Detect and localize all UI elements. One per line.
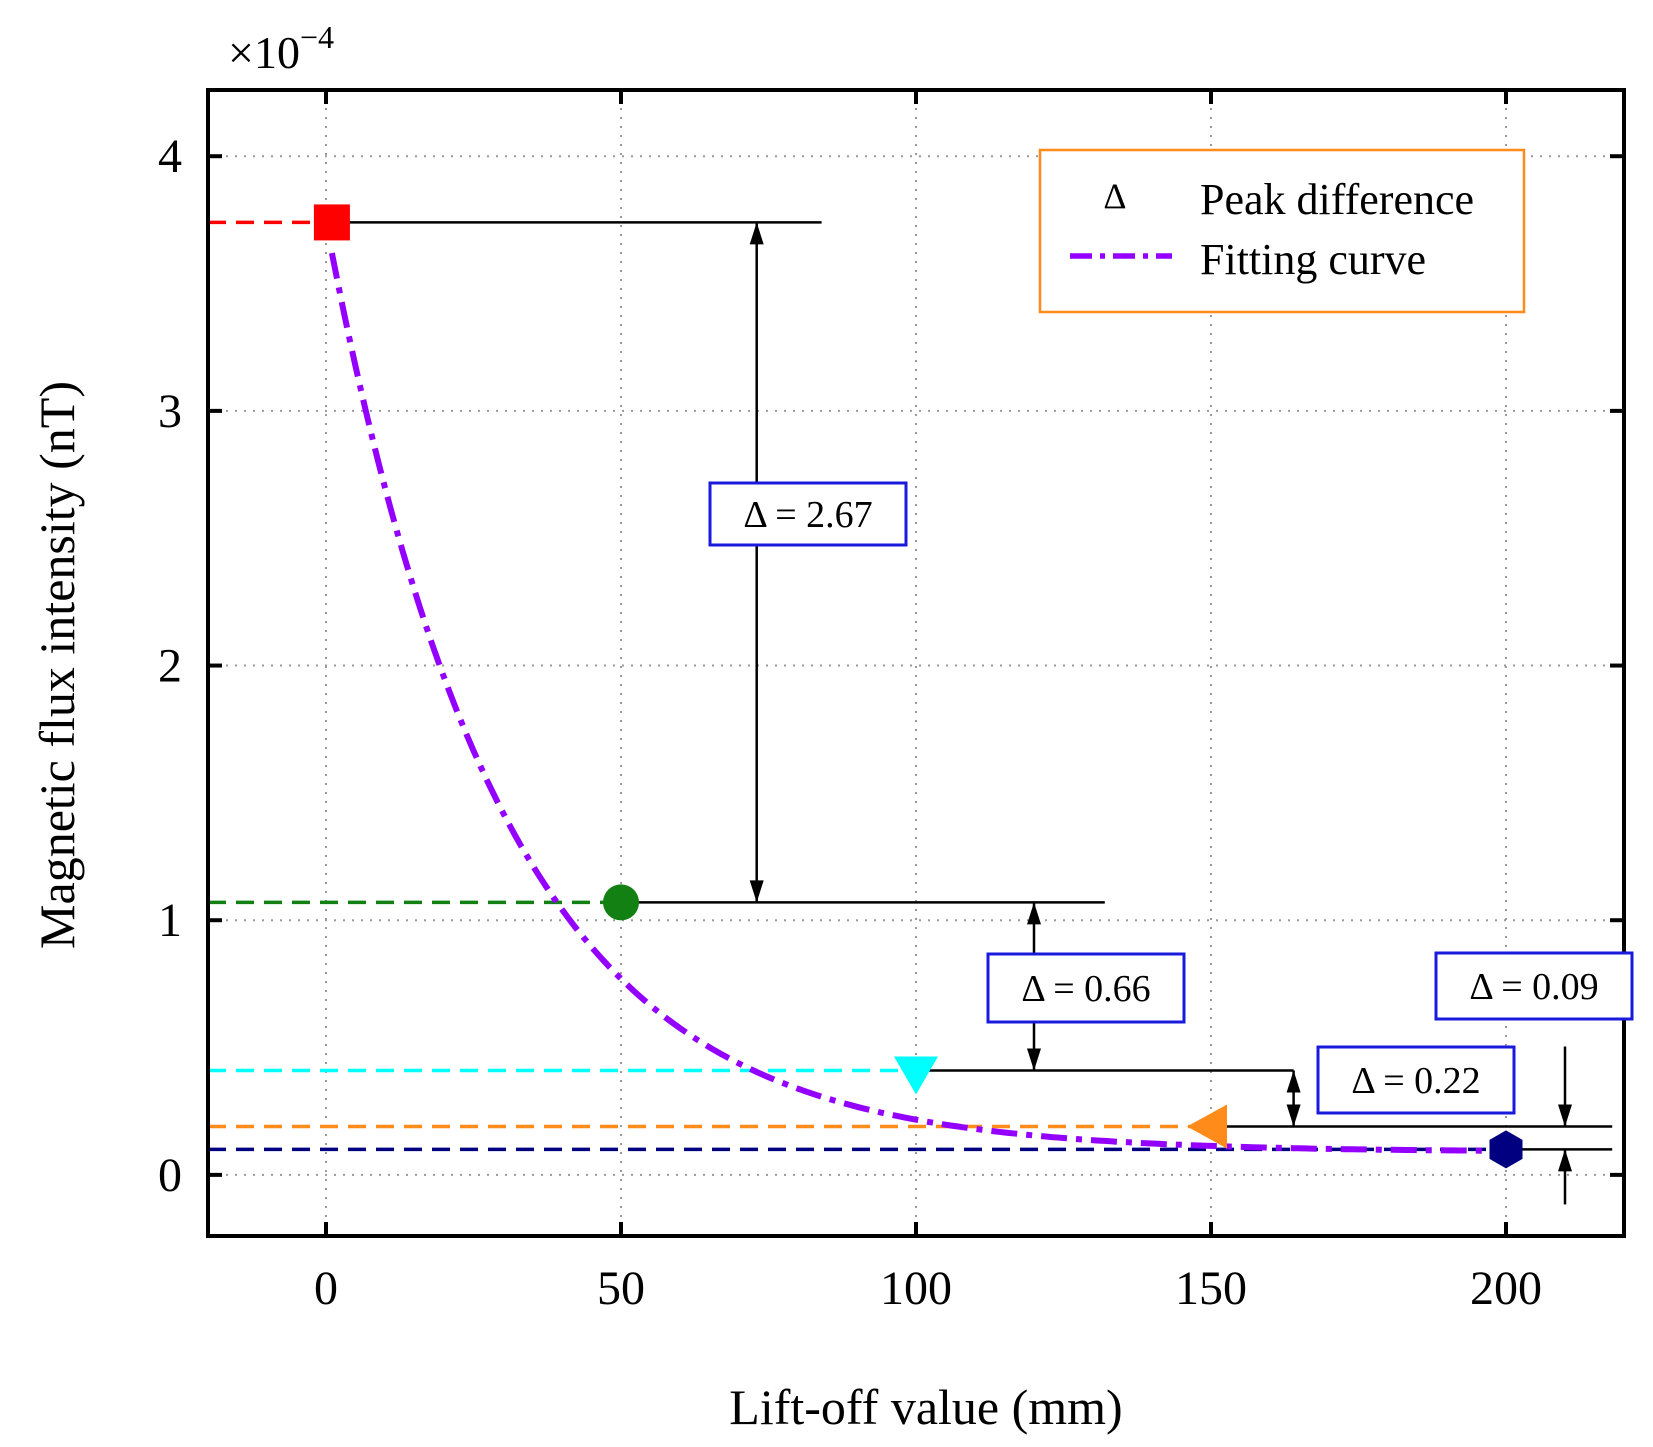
x-tick-label: 150 (1175, 1262, 1247, 1315)
marker-triangle-left (1187, 1104, 1227, 1149)
arrow-head (1286, 1070, 1301, 1093)
exponent-label: ×10−4 (228, 19, 334, 78)
y-axis-title: Magnetic flux intensity (nT) (29, 381, 85, 949)
y-tick-label: 0 (158, 1149, 182, 1202)
arrow-head (1286, 1104, 1301, 1127)
fitting-curve (328, 252, 1506, 1154)
marker-hexagon (1489, 1130, 1523, 1169)
tick-marks (208, 90, 1624, 1236)
legend-box (1038, 148, 1526, 314)
marker-square (313, 204, 350, 241)
annotation-box (986, 952, 1186, 1024)
arrow-head (749, 880, 764, 903)
data-markers (313, 204, 1523, 1169)
y-tick-label: 2 (158, 640, 182, 693)
legend-delta-symbol: Δ (1103, 176, 1126, 216)
annotation-boxes: Δ = 2.67 Δ = 0.66 Δ = 0.22 Δ = 0.09 (708, 481, 1634, 1115)
tick-labels: 0 50 100 150 200 0 1 2 3 4 (158, 130, 1542, 1315)
y-tick-label: 1 (158, 894, 182, 947)
annotation-label: Δ = 2.67 (743, 494, 872, 536)
x-tick-label: 0 (314, 1262, 338, 1315)
guide-lines (208, 220, 1506, 1152)
legend-label-peak-difference: Peak difference (1200, 175, 1474, 224)
y-tick-label: 4 (158, 130, 182, 183)
marker-triangle-down (894, 1056, 938, 1095)
legend-label-fitting-curve: Fitting curve (1200, 235, 1426, 284)
x-tick-label: 200 (1470, 1262, 1542, 1315)
legend: Δ Peak difference Fitting curve (1038, 148, 1526, 314)
arrow-head (1027, 902, 1041, 925)
fitting-curve-layer (328, 252, 1506, 1154)
annotation-box (1434, 951, 1634, 1021)
arrow-head (1558, 1149, 1572, 1172)
annotation-label: Δ = 0.22 (1351, 1060, 1480, 1102)
annotation-label: Δ = 0.66 (1021, 968, 1150, 1010)
annotation-label: Δ = 0.09 (1469, 966, 1598, 1008)
x-axis-title: Lift-off value (mm) (729, 1379, 1122, 1435)
y-tick-label: 3 (158, 385, 182, 438)
arrow-head (749, 222, 764, 245)
arrow-head (1558, 1104, 1572, 1127)
annotation-box (1316, 1045, 1516, 1115)
marker-circle (603, 884, 639, 921)
x-tick-label: 100 (880, 1262, 952, 1315)
arrow-head (1027, 1048, 1041, 1071)
difference-brackets (331, 221, 1613, 1205)
x-tick-label: 50 (597, 1262, 645, 1315)
annotation-box (708, 481, 908, 547)
